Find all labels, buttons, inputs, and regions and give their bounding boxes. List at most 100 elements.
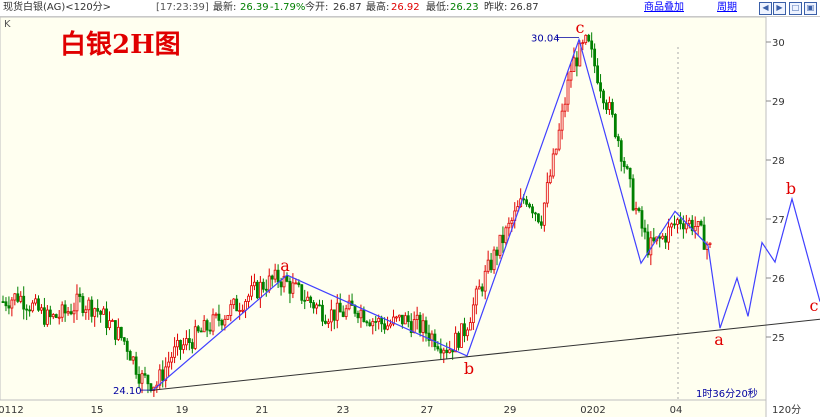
candle-body <box>176 339 179 348</box>
candle-body <box>51 314 55 318</box>
candle-body <box>261 281 265 290</box>
candle-body <box>43 307 46 325</box>
candle-body <box>134 356 138 375</box>
projection-path-line <box>707 196 820 329</box>
time-tick-label: 19 <box>176 405 189 416</box>
candle-body <box>99 310 103 315</box>
price-tick-label: 30 <box>772 38 785 49</box>
candle-body <box>362 309 366 323</box>
candle-body <box>291 282 295 294</box>
candle-body <box>687 219 691 225</box>
next-arrow-icon[interactable]: ▶ <box>773 2 786 15</box>
candle-body <box>652 237 656 242</box>
candle-body <box>406 315 410 322</box>
candle-body <box>590 40 594 50</box>
candle-body <box>610 102 614 115</box>
candle-body <box>19 295 23 302</box>
candle-body <box>409 321 413 333</box>
candle-body <box>137 373 141 384</box>
candle-body <box>170 356 174 363</box>
open-label: 今开: <box>305 2 329 13</box>
candle-body <box>690 219 694 232</box>
candle-body <box>537 213 540 223</box>
candle-body <box>128 351 132 361</box>
restore-window-icon[interactable]: □ <box>789 2 802 15</box>
candle-body <box>448 349 452 354</box>
candle-body <box>211 314 215 332</box>
time-tick-label: 29 <box>504 405 517 416</box>
open-price: 26.87 <box>333 2 362 13</box>
candle-body <box>643 227 647 233</box>
candle-body <box>205 320 209 331</box>
candle-body <box>69 311 73 315</box>
candle-body <box>468 322 472 331</box>
candle-body <box>551 153 555 177</box>
candle-body <box>223 318 227 326</box>
candle-body <box>119 326 123 339</box>
candle-body <box>282 275 286 288</box>
prev-close-label: 昨收: <box>484 2 508 13</box>
candle-body <box>75 293 79 312</box>
candle-body <box>693 226 697 232</box>
candle-body <box>622 160 626 167</box>
candle-body <box>335 302 339 321</box>
time-tick-label: 0202 <box>580 405 605 416</box>
candle-body <box>108 320 111 329</box>
candle-body <box>341 311 345 317</box>
candle-body <box>164 366 168 381</box>
maximize-window-icon[interactable]: ▣ <box>804 2 817 15</box>
time-axis: 0112 15 19 21 23 27 29 0202 04 120分 <box>0 47 801 416</box>
candle-body <box>347 300 351 310</box>
candle-body <box>380 317 384 325</box>
bar-countdown: 1时36分20秒 <box>696 387 758 400</box>
candle-body <box>563 103 567 112</box>
candle-body <box>140 373 144 384</box>
candle-body <box>264 288 268 291</box>
candle-body <box>661 235 665 239</box>
max-price-label: 30.04 <box>531 34 560 45</box>
prev-arrow-icon[interactable]: ◀ <box>759 2 772 15</box>
candle-body <box>566 79 570 105</box>
candle-body <box>480 286 484 292</box>
candle-body <box>631 178 635 211</box>
candle-body <box>377 317 381 323</box>
price-tick-label: 25 <box>772 333 785 344</box>
wave-label-a: a <box>714 330 724 349</box>
candle-body <box>34 298 37 304</box>
candle-body <box>477 286 481 290</box>
candle-body <box>102 308 105 315</box>
candle-body <box>105 308 108 329</box>
candle-body <box>504 227 508 244</box>
candle-body <box>531 206 534 214</box>
candle-body <box>7 305 11 309</box>
candle-body <box>25 308 29 311</box>
candle-body <box>285 275 289 282</box>
time-tick-label: 0112 <box>0 405 24 416</box>
candle-body <box>267 275 271 291</box>
candle-body <box>696 221 700 227</box>
wave-label-b: b <box>786 179 796 198</box>
candles-group <box>1 32 712 397</box>
candle-body <box>616 136 620 142</box>
low-label: 最低: <box>426 2 450 13</box>
candle-body <box>63 304 67 314</box>
candle-body <box>28 309 32 312</box>
price-change: -1.79% <box>270 2 306 13</box>
candle-body <box>501 234 505 244</box>
candle-body <box>208 329 212 332</box>
candle-body <box>658 236 662 239</box>
commodity-overlay-link[interactable]: 商品叠加 <box>644 2 684 13</box>
min-price-label: 24.10 <box>113 386 142 397</box>
candle-body <box>306 296 310 301</box>
candle-body <box>294 282 298 285</box>
period-link[interactable]: 周期 <box>717 2 737 13</box>
time-tick-label: 23 <box>337 405 350 416</box>
candle-body <box>60 304 64 318</box>
candle-body <box>415 314 419 320</box>
candle-body <box>676 219 679 225</box>
candle-body <box>66 311 70 314</box>
price-axis-panel <box>766 17 820 417</box>
candle-body <box>196 326 200 332</box>
instrument-name[interactable]: 现货白银(AG)<120分> <box>3 2 112 13</box>
